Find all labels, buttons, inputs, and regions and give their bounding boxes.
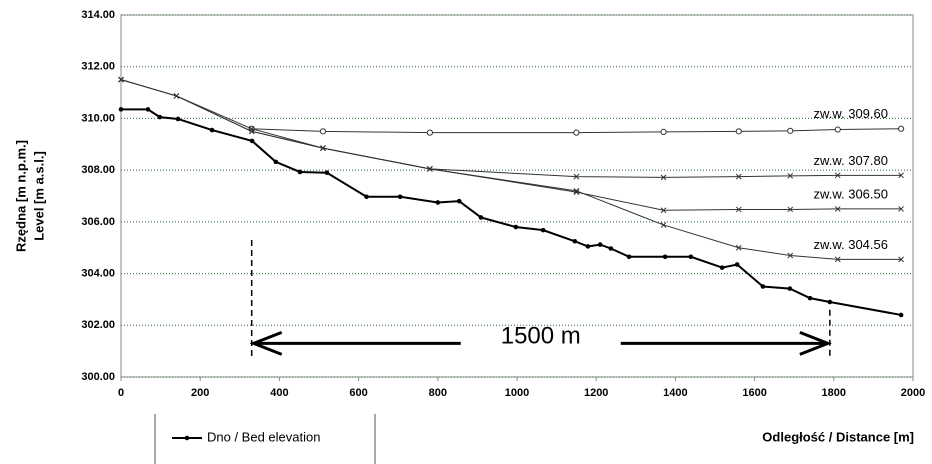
x-tick-label: 800 xyxy=(429,387,447,399)
point xyxy=(572,238,578,244)
series-label: zw.w. 304.56 xyxy=(814,237,888,252)
x-tick-label: 200 xyxy=(191,387,209,399)
point xyxy=(145,107,151,112)
point xyxy=(735,173,742,180)
point xyxy=(597,242,603,247)
x-tick-label: 400 xyxy=(270,387,288,399)
point xyxy=(273,159,279,165)
x-tick-label: 1000 xyxy=(505,387,529,399)
legend-label: Dno / Bed elevation xyxy=(207,429,320,444)
y-tick-label: 310.00 xyxy=(81,112,115,124)
x-tick-label: 1400 xyxy=(663,387,687,399)
point xyxy=(787,252,794,259)
point xyxy=(734,262,740,267)
point xyxy=(898,206,904,212)
point xyxy=(660,222,667,228)
point xyxy=(760,284,766,289)
point xyxy=(660,128,667,135)
y-tick-label: 306.00 xyxy=(81,216,115,228)
x-tick-label: 1600 xyxy=(742,387,766,399)
point xyxy=(898,256,904,263)
x-tick-label: 600 xyxy=(349,387,367,399)
point xyxy=(735,206,742,213)
point xyxy=(898,312,904,318)
series-line xyxy=(121,108,902,316)
span-label: 1500 m xyxy=(501,323,581,350)
x-tick-label: 2000 xyxy=(901,387,925,399)
y-tick-label: 308.00 xyxy=(81,164,115,176)
series-label: zw.w. 309.60 xyxy=(814,106,888,121)
series-label: zw.w. 306.50 xyxy=(814,186,888,201)
point xyxy=(397,194,403,200)
point xyxy=(585,244,591,249)
point xyxy=(324,170,330,176)
point xyxy=(608,246,614,251)
y-tick-label: 300.00 xyxy=(81,371,115,383)
x-tick-label: 1800 xyxy=(822,387,846,399)
point xyxy=(688,254,694,260)
point xyxy=(249,138,255,144)
x-tick-label: 1200 xyxy=(584,387,608,399)
arrow-head xyxy=(249,330,283,356)
point xyxy=(898,172,904,179)
y-tick-label: 302.00 xyxy=(81,319,115,331)
point xyxy=(573,173,580,180)
point xyxy=(573,129,580,136)
series-line xyxy=(120,79,902,260)
point xyxy=(478,215,484,220)
point xyxy=(157,114,163,120)
point xyxy=(118,107,124,112)
point xyxy=(735,128,742,135)
point xyxy=(834,172,841,179)
point xyxy=(184,435,190,441)
point xyxy=(660,207,667,214)
point xyxy=(173,93,180,99)
series-line xyxy=(120,79,902,211)
point xyxy=(573,187,580,194)
y-axis-title: Rzędna [m n.p.m.] xyxy=(13,140,28,252)
point xyxy=(513,224,519,230)
point xyxy=(427,165,433,172)
point xyxy=(175,116,181,122)
point xyxy=(787,206,794,213)
point xyxy=(540,227,546,233)
point xyxy=(787,172,794,179)
series-label: zw.w. 307.80 xyxy=(814,153,888,168)
point xyxy=(827,299,833,305)
x-tick-label: 0 xyxy=(118,387,124,399)
point xyxy=(435,200,441,205)
y-tick-label: 304.00 xyxy=(81,267,115,279)
point xyxy=(662,254,668,260)
point xyxy=(807,295,813,301)
point xyxy=(834,256,841,263)
point xyxy=(898,125,905,132)
y-tick-label: 312.00 xyxy=(81,61,115,73)
point xyxy=(118,76,124,83)
point xyxy=(364,194,369,200)
point xyxy=(834,206,841,212)
point xyxy=(456,198,462,204)
arrow-head xyxy=(799,330,832,356)
point xyxy=(626,254,632,260)
point xyxy=(426,129,433,136)
series-line xyxy=(120,79,902,178)
point xyxy=(787,127,794,134)
point xyxy=(719,265,725,270)
point xyxy=(248,125,255,132)
point xyxy=(834,126,841,133)
point xyxy=(297,169,303,175)
point xyxy=(209,127,215,133)
point xyxy=(787,286,793,291)
y-tick-label: 314.00 xyxy=(81,9,115,21)
point xyxy=(735,244,742,251)
point xyxy=(319,128,327,135)
point xyxy=(320,145,326,152)
point xyxy=(660,174,667,181)
x-axis-title: Odległość / Distance [m] xyxy=(762,429,914,444)
y-axis-title: Level [m a.s.l.] xyxy=(31,151,46,241)
